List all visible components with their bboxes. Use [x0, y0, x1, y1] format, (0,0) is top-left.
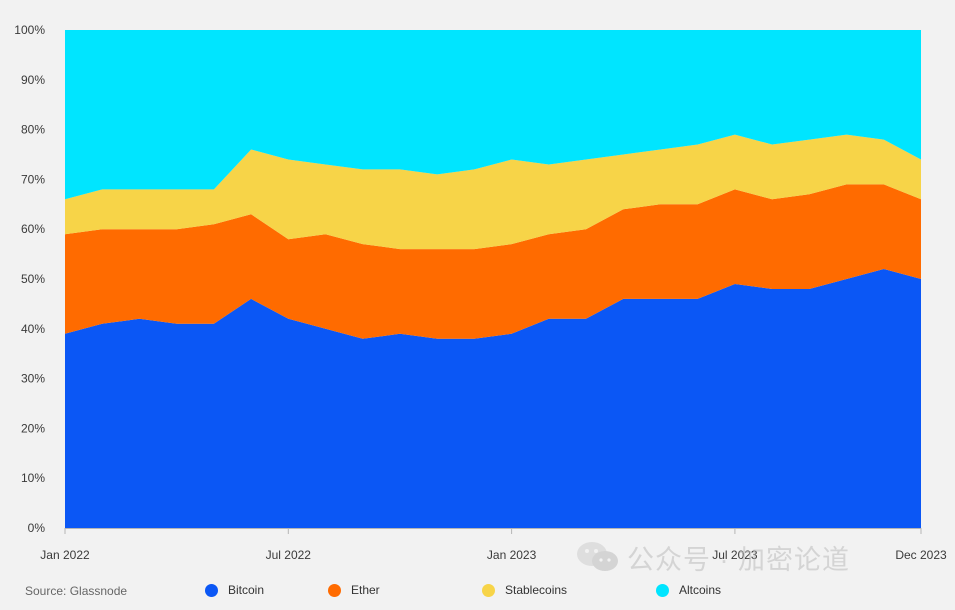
- x-tick-label: Dec 2023: [895, 548, 947, 562]
- x-tick-label: Jul 2022: [266, 548, 312, 562]
- watermark-text: 公众号 · 加密论道: [627, 544, 850, 575]
- area-ether: [65, 184, 921, 339]
- area-stablecoins: [65, 134, 921, 250]
- x-axis: Jan 2022 Jul 2022 Jan 2023 Jul 2023 Dec 2023: [40, 528, 947, 562]
- legend-label-bitcoin: Bitcoin: [228, 583, 265, 597]
- legend-item-bitcoin: Bitcoin: [205, 583, 264, 597]
- legend-swatch-stablecoins: [482, 583, 495, 597]
- y-tick-label: 40%: [21, 322, 45, 336]
- chart-footer: Source: Glassnode Bitcoin Ether Stableco…: [0, 578, 955, 606]
- area-layers: [65, 30, 921, 528]
- legend-swatch-ether: [328, 583, 341, 597]
- legend-label-ether: Ether: [351, 583, 380, 597]
- x-tick-label: Jan 2023: [487, 548, 537, 562]
- y-tick-label: 80%: [21, 123, 45, 137]
- y-tick-label: 0%: [28, 521, 46, 535]
- legend-item-altcoins: Altcoins: [656, 583, 721, 597]
- y-tick-label: 90%: [21, 73, 45, 87]
- y-tick-label: 60%: [21, 222, 45, 236]
- x-tick-label: Jul 2023: [712, 548, 758, 562]
- wechat-icon: [577, 542, 618, 571]
- legend-label-altcoins: Altcoins: [679, 583, 722, 597]
- legend-swatch-altcoins: [656, 583, 669, 597]
- y-tick-label: 100%: [14, 23, 45, 37]
- legend-swatch-bitcoin: [205, 583, 218, 597]
- y-tick-label: 10%: [21, 471, 45, 485]
- y-axis: 0% 10% 20% 30% 40% 50% 60% 70% 80% 90% 100%: [14, 23, 45, 535]
- legend-label-stablecoins: Stablecoins: [505, 583, 568, 597]
- watermark: 公众号 · 加密论道: [575, 535, 850, 579]
- y-tick-label: 20%: [21, 421, 45, 435]
- y-tick-label: 50%: [21, 272, 45, 286]
- legend-item-ether: Ether: [328, 583, 380, 597]
- legend-item-stablecoins: Stablecoins: [482, 583, 567, 597]
- y-tick-label: 30%: [21, 372, 45, 386]
- area-altcoins: [65, 30, 921, 200]
- y-tick-label: 70%: [21, 172, 45, 186]
- stacked-area-chart: 0% 10% 20% 30% 40% 50% 60% 70% 80% 90% 100% Jan 20…: [14, 23, 947, 562]
- source-note: Source: Glassnode: [25, 584, 128, 598]
- x-tick-label: Jan 2022: [40, 548, 90, 562]
- area-bitcoin: [65, 269, 921, 528]
